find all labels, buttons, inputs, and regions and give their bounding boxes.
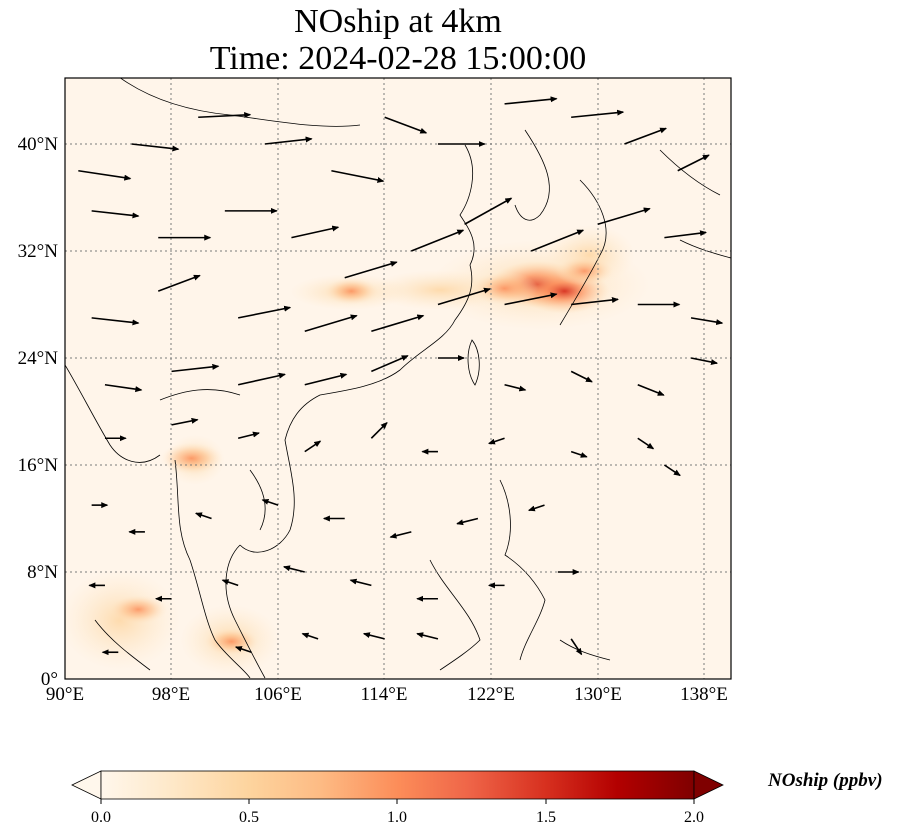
concentration-hotspot xyxy=(204,628,259,655)
wind-vector xyxy=(597,207,651,226)
lat-tick-label: 40°N xyxy=(18,134,59,155)
wind-vector xyxy=(237,372,286,386)
wind-vector xyxy=(291,225,340,239)
wind-vector xyxy=(504,96,558,105)
lon-axis: 90°E 98°E 106°E 114°E 122°E 130°E 138°E xyxy=(46,684,728,705)
wind-vector xyxy=(637,437,655,450)
wind-vector xyxy=(237,431,260,440)
lon-tick-label: 122°E xyxy=(467,684,515,705)
colorbar-extend-max xyxy=(693,770,724,800)
concentration-hotspot xyxy=(109,594,168,625)
colorbar-tick-label: 0.5 xyxy=(239,809,259,826)
wind-vector xyxy=(488,437,505,445)
lat-tick-label: 16°N xyxy=(18,455,59,476)
wind-vector xyxy=(664,230,707,239)
colorbar-label: NOship (ppbv) xyxy=(768,770,883,791)
wind-vector xyxy=(411,229,465,252)
lon-tick-label: 114°E xyxy=(361,684,408,705)
lat-tick-label: 32°N xyxy=(18,241,59,262)
colorbar-tick-label: 0.0 xyxy=(91,809,111,826)
wind-vector xyxy=(157,274,201,292)
wind-vector xyxy=(282,565,305,573)
wind-vector xyxy=(362,632,385,640)
wind-vector xyxy=(504,383,527,392)
wind-vector xyxy=(663,464,681,477)
map-area xyxy=(65,78,731,679)
wind-vector xyxy=(371,314,425,333)
lat-tick-label: 0° xyxy=(41,669,58,690)
wind-vector xyxy=(104,383,143,393)
wind-vector xyxy=(91,317,140,326)
wind-vector xyxy=(389,531,412,539)
lon-tick-label: 138°E xyxy=(680,684,728,705)
concentration-hotspot xyxy=(555,256,614,286)
lat-axis: 0° 8°N 16°N 24°N 32°N 40°N xyxy=(18,134,59,690)
wind-vectors xyxy=(78,96,724,656)
lon-tick-label: 106°E xyxy=(254,684,302,705)
wind-vector xyxy=(171,363,220,373)
wind-vector xyxy=(624,127,667,145)
wind-vector xyxy=(78,169,132,181)
lon-tick-label: 98°E xyxy=(152,684,190,705)
wind-vector xyxy=(349,578,372,587)
wind-vector xyxy=(370,421,388,439)
colorbar-tick-label: 1.5 xyxy=(536,809,556,826)
wind-vector xyxy=(301,632,319,640)
wind-vector xyxy=(261,498,279,506)
lat-tick-label: 24°N xyxy=(18,348,59,369)
wind-vector xyxy=(131,143,180,152)
wind-vector xyxy=(384,116,428,134)
wind-vector xyxy=(437,287,491,306)
wind-vector xyxy=(194,512,212,520)
wind-vector xyxy=(304,314,358,333)
map-background xyxy=(65,78,731,679)
wind-vector xyxy=(304,372,348,386)
wind-vector xyxy=(331,169,385,183)
concentration-hotspot xyxy=(470,271,539,306)
wind-vector xyxy=(571,109,625,119)
wind-vector xyxy=(91,210,140,219)
colorbar-tick-label: 1.0 xyxy=(387,809,407,826)
map-title: NOship at 4km xyxy=(294,3,502,40)
wind-vector xyxy=(527,504,545,512)
wind-vector xyxy=(530,229,585,252)
wind-vector xyxy=(234,646,252,654)
lon-tick-label: 130°E xyxy=(574,684,622,705)
wind-vector xyxy=(371,355,409,373)
lat-tick-label: 8°N xyxy=(27,562,58,583)
wind-vector xyxy=(570,638,583,656)
wind-vector xyxy=(456,517,479,526)
wind-vector xyxy=(571,296,619,306)
wind-vector xyxy=(504,292,558,306)
colorbar-gradient xyxy=(100,770,695,800)
concentration-hotspot xyxy=(160,442,223,474)
wind-vector xyxy=(171,417,199,426)
wind-vector xyxy=(416,632,439,640)
concentration-hotspot xyxy=(324,277,379,305)
wind-vector xyxy=(221,579,239,587)
map-time-subtitle: Time: 2024-02-28 15:00:00 xyxy=(209,40,587,77)
lon-tick-label: 90°E xyxy=(46,684,84,705)
wind-vector xyxy=(637,384,665,396)
colorbar: 0.0 0.5 1.0 1.5 2.0 xyxy=(71,770,724,826)
wind-vector xyxy=(344,261,398,279)
wind-vector xyxy=(690,357,719,365)
colorbar-tick-label: 2.0 xyxy=(684,809,704,826)
wind-vector xyxy=(264,136,313,145)
colorbar-extend-min xyxy=(71,770,102,800)
wind-vector xyxy=(198,111,252,119)
wind-vector xyxy=(304,440,322,453)
wind-vector xyxy=(238,305,292,319)
wind-vector xyxy=(570,370,593,383)
wind-vector xyxy=(677,154,710,172)
map-frame xyxy=(64,77,732,680)
wind-vector xyxy=(570,450,588,458)
wind-vector xyxy=(690,317,724,326)
wind-vector xyxy=(464,197,513,225)
